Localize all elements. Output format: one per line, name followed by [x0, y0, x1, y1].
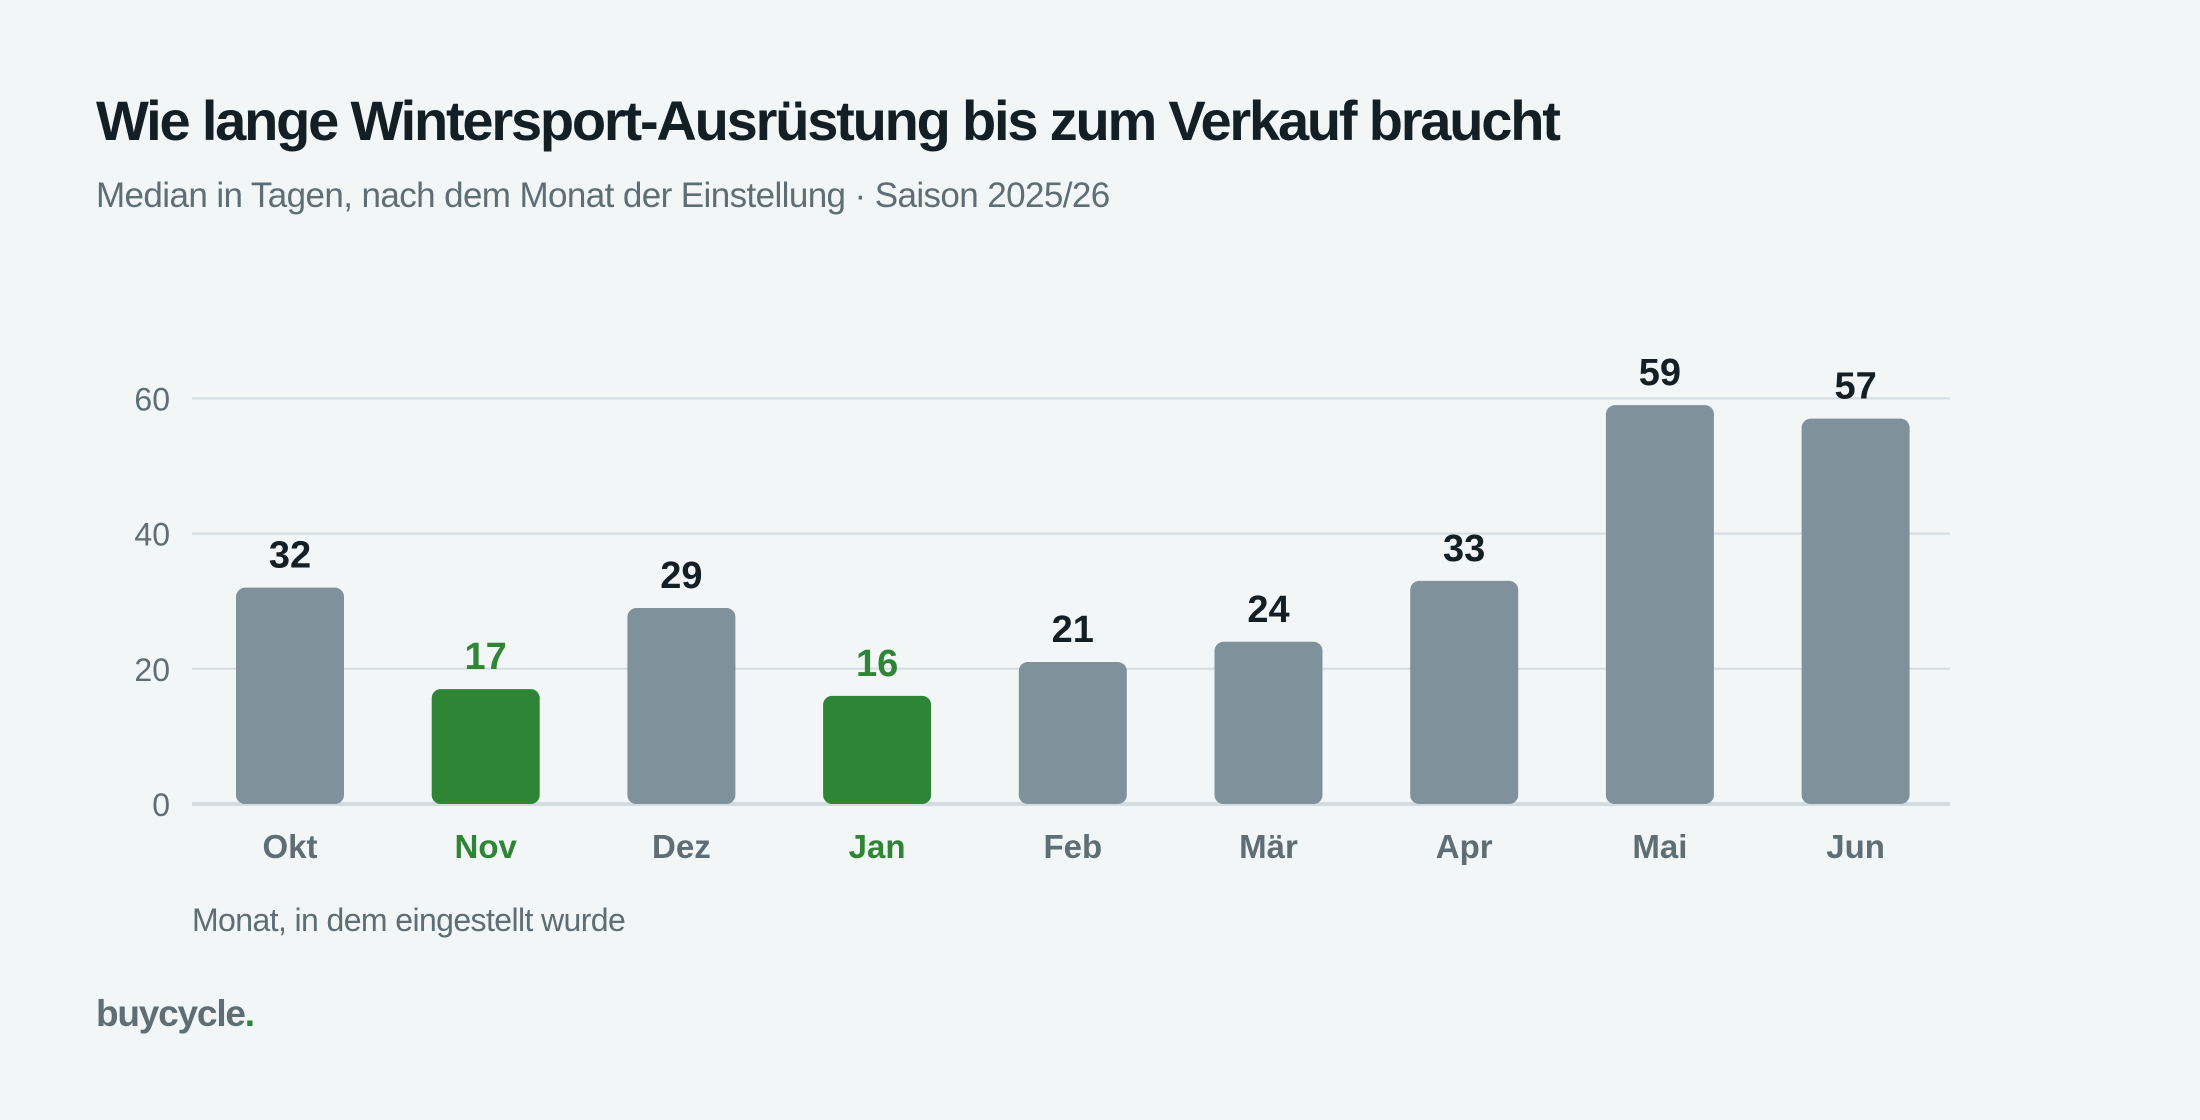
bars [236, 405, 1910, 804]
bar [1214, 641, 1323, 804]
data-label: 29 [660, 555, 702, 597]
bar-chart: 0 20 40 60 32 17 29 16 21 24 33 59 57 Okt Nov Dez Jan F… [134, 352, 1950, 938]
y-tick-label: 0 [152, 787, 170, 823]
x-tick-label: Apr [1436, 828, 1493, 865]
x-tick-label: Jan [849, 828, 906, 865]
data-label: 21 [1052, 609, 1094, 651]
x-tick-label: Feb [1043, 828, 1102, 865]
data-label: 17 [465, 636, 507, 678]
bar [823, 695, 932, 804]
x-axis-ticks: Okt Nov Dez Jan Feb Mär Apr Mai Jun [262, 828, 1884, 865]
y-axis-ticks: 0 20 40 60 [134, 381, 170, 823]
bar [627, 607, 736, 804]
chart-subtitle: Median in Tagen, nach dem Monat der Eins… [96, 176, 1110, 215]
bar [431, 689, 540, 804]
data-labels: 32 17 29 16 21 24 33 59 57 [269, 352, 1877, 685]
data-label: 32 [269, 535, 311, 577]
brand-logo: buycycle. [96, 993, 255, 1035]
data-label: 33 [1443, 528, 1485, 570]
x-tick-label: Okt [262, 828, 317, 865]
y-tick-label: 20 [134, 652, 170, 688]
bar [1018, 662, 1127, 804]
bar [1801, 418, 1910, 804]
y-tick-label: 40 [134, 517, 170, 553]
x-tick-label: Dez [652, 828, 711, 865]
x-tick-label: Mär [1239, 828, 1298, 865]
data-label: 16 [856, 643, 898, 685]
data-label: 24 [1247, 589, 1289, 631]
chart-title: Wie lange Wintersport-Ausrüstung bis zum… [96, 89, 1561, 152]
bar [1410, 580, 1519, 804]
x-tick-label: Jun [1826, 828, 1885, 865]
brand-name: buycycle [96, 993, 246, 1034]
y-tick-label: 60 [134, 381, 170, 417]
data-label: 57 [1834, 366, 1876, 408]
x-tick-label: Nov [455, 828, 518, 865]
data-label: 59 [1639, 352, 1681, 394]
x-tick-label: Mai [1632, 828, 1687, 865]
bar [236, 587, 344, 804]
brand-dot: . [244, 993, 255, 1034]
x-axis-title: Monat, in dem eingestellt wurde [192, 902, 625, 938]
bar [1605, 405, 1714, 804]
